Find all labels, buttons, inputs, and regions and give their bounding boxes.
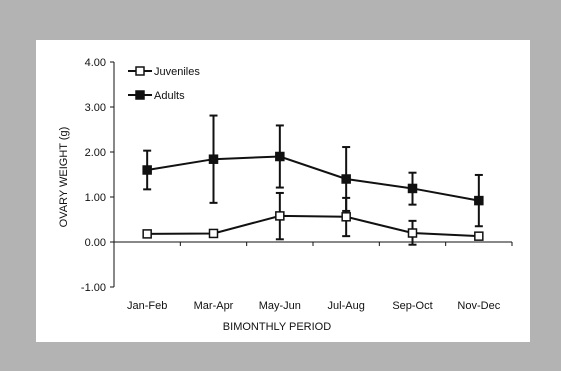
x-tick-label: Jan-Feb (127, 300, 167, 312)
legend-marker-juveniles (135, 66, 145, 76)
y-tick-label: 2.00 (85, 147, 106, 159)
series-group (142, 114, 484, 246)
y-axis-label: OVARY WEIGHT (g) (58, 127, 70, 228)
x-tick-label: Sep-Oct (392, 300, 432, 312)
juvenile-point (208, 228, 219, 239)
series-line (147, 155, 480, 202)
x-tick-label: Jul-Aug (328, 300, 365, 312)
series-juveniles (142, 191, 484, 246)
adult-point (275, 151, 285, 162)
juvenile-point (341, 212, 351, 222)
juvenile-point (275, 211, 285, 221)
juvenile-point (142, 229, 152, 239)
y-tick-label: 3.00 (85, 102, 106, 114)
legend-label: Adults (154, 90, 185, 102)
chart-panel (36, 40, 530, 342)
y-ticks: 4.00 3.00 2.00 1.00 0.00 -1.00 (81, 57, 114, 294)
x-axis-label: BIMONTHLY PERIOD (223, 321, 331, 333)
y-tick-label: -1.00 (81, 282, 106, 294)
juvenile-point (474, 231, 484, 241)
adult-point (341, 174, 351, 184)
series-adults (142, 114, 484, 228)
legend: Juveniles Adults (128, 66, 200, 102)
adult-point (208, 154, 219, 164)
legend-label: Juveniles (154, 66, 200, 78)
y-tick-label: 1.00 (85, 192, 106, 204)
x-tick-label: Mar-Apr (194, 300, 234, 312)
x-ticks: Jan-Feb Mar-Apr May-Jun Jul-Aug Sep-Oct Nov-D… (113, 242, 513, 312)
adult-point (142, 165, 152, 175)
x-tick-label: Nov-Dec (457, 300, 500, 312)
legend-marker-adults (135, 90, 145, 100)
adult-point (474, 195, 484, 206)
y-tick-label: 4.00 (85, 57, 106, 69)
y-tick-label: 0.00 (85, 237, 106, 249)
adult-point (407, 183, 418, 194)
series-line (147, 214, 479, 238)
x-tick-label: May-Jun (259, 300, 301, 312)
juvenile-point (407, 228, 418, 238)
